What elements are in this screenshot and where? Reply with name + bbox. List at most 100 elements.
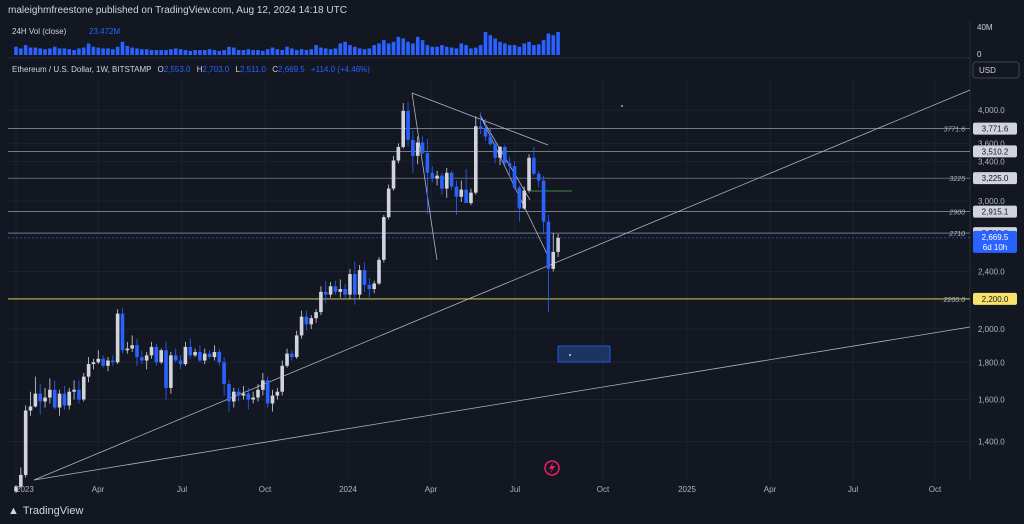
time-axis[interactable]: 2023 Apr Jul Oct 2024 Apr Jul Oct 2025 Apr Jul Oct (16, 485, 942, 494)
volume-bar (454, 48, 459, 55)
candle-body (498, 146, 502, 158)
candle-body (72, 389, 76, 392)
volume-bar (474, 47, 478, 55)
demand-zone-box (557, 345, 611, 363)
currency-button[interactable]: USD (972, 61, 1020, 79)
trend-lines (33, 89, 971, 481)
volume-bar (96, 47, 101, 55)
candle-body (546, 221, 551, 269)
top-bar: maleighmfreestone published on TradingVi… (0, 0, 1024, 22)
candle-body (474, 126, 478, 193)
volume-bar (348, 45, 352, 55)
candle-body (202, 353, 207, 361)
volume-bar (391, 41, 396, 55)
level-badge (973, 122, 1017, 135)
volume-bar (546, 33, 551, 55)
level-badge-text: 2,915.1 (982, 208, 1009, 217)
volume-axis-top: 40M (977, 23, 993, 32)
candle-body (372, 283, 376, 290)
y-tick-label: 2,400.0 (978, 267, 1005, 276)
volume-bar (144, 49, 149, 55)
y-tick-label: 3,400.0 (978, 157, 1005, 166)
candle-body (101, 358, 105, 366)
volume-bar (328, 49, 333, 55)
volume-bar (280, 50, 284, 55)
volume-bar (469, 48, 473, 55)
candle-body (512, 166, 517, 188)
candle-body (483, 128, 488, 137)
volume-bar (304, 50, 309, 55)
volume-bar (91, 46, 96, 55)
volume-bar (67, 49, 72, 55)
level-label: 2900 (948, 210, 965, 217)
horizontal-levels: 3771.6 3,771.6 3,510.2 3225 3,225.0 2900 2,915… (8, 122, 1017, 305)
volume-bar (372, 45, 376, 55)
volume-bar (493, 38, 497, 55)
volume-bar (386, 43, 391, 55)
trend-line (33, 326, 971, 481)
volume-bar (517, 46, 522, 55)
volume-bar (43, 49, 47, 55)
volume-bar (188, 50, 193, 55)
volume-bar (415, 36, 420, 55)
y-tick-label: 2,000.0 (978, 325, 1005, 334)
candle-body (212, 351, 217, 358)
candle-body (270, 395, 275, 404)
candle-body (207, 353, 212, 358)
candle-body (493, 144, 497, 158)
x-tick-label: 2025 (678, 485, 696, 494)
legend: Ethereum / U.S. Dollar, 1W, BITSTAMP O2,… (12, 65, 370, 74)
volume-value: 23.472M (89, 27, 120, 36)
x-tick-label: Oct (597, 485, 610, 494)
volume-bar (222, 50, 226, 55)
candle-body (377, 259, 381, 284)
candle-body (362, 270, 367, 285)
candle-body (227, 384, 231, 402)
x-tick-label: 2023 (16, 485, 34, 494)
price-axis[interactable]: 4,000.0 3,600.0 3,400.0 3,000.0 2,400.0 2,000… (978, 106, 1005, 447)
volume-bar (23, 45, 28, 55)
volume-bar (265, 49, 270, 55)
volume-bar (81, 47, 86, 55)
candle-body (391, 160, 396, 189)
footer: ▲ TradingView (0, 500, 1024, 524)
candle-body (91, 362, 96, 365)
candle-body (57, 393, 62, 408)
candle-body (488, 136, 493, 145)
candle-body (256, 389, 260, 398)
candle-body (43, 397, 47, 402)
candle-body (52, 389, 57, 408)
volume-bar (28, 47, 33, 55)
volume-axis-bottom: 0 (977, 50, 982, 59)
volume-bar (449, 47, 454, 55)
volume-bar (217, 50, 222, 55)
volume-bar (130, 47, 134, 55)
candle-body (309, 318, 314, 325)
volume-bar (294, 50, 299, 55)
candle-body (464, 189, 468, 204)
volume-bar (207, 49, 212, 55)
tradingview-logo[interactable]: ▲ TradingView (8, 505, 83, 517)
candle-body (173, 355, 178, 361)
volume-bar (193, 50, 197, 55)
level-badge-text: 3,225.0 (982, 174, 1009, 183)
volume-bar (319, 47, 323, 55)
volume-bar (178, 49, 183, 55)
volume-bar (140, 49, 144, 55)
candle-body (285, 353, 289, 366)
candle-body (294, 335, 299, 358)
level-label: 3225 (949, 176, 965, 183)
candle-body (62, 393, 67, 406)
candle-body (241, 393, 246, 396)
level-badge (973, 292, 1017, 305)
volume-bar (125, 45, 130, 55)
lightning-icon[interactable] (544, 460, 560, 476)
x-tick-label: Jul (177, 485, 187, 494)
attribution-text: maleighmfreestone published on TradingVi… (8, 5, 347, 16)
candle-body (236, 391, 241, 396)
y-tick-label: 3,600.0 (978, 139, 1005, 148)
candle-body (125, 348, 130, 351)
candle-body (280, 365, 284, 392)
candle-body (507, 163, 512, 167)
